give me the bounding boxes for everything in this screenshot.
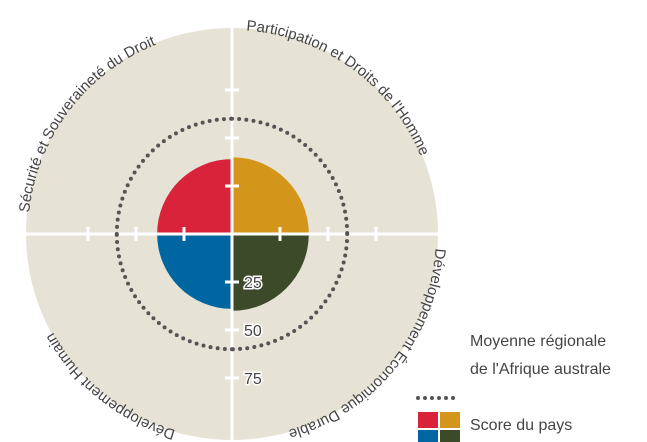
score-wedge — [232, 234, 309, 311]
legend-swatch — [418, 412, 438, 428]
legend-score: Score du pays — [470, 417, 573, 434]
tick-label: 50 — [244, 323, 262, 340]
score-wedge — [157, 234, 232, 309]
legend-swatch — [440, 412, 460, 428]
tick-label: 25 — [244, 275, 262, 292]
score-wedge — [157, 159, 232, 234]
legend-average: Moyenne régionale de l'Afrique australe — [470, 333, 611, 378]
tick-label: 75 — [244, 371, 262, 388]
legend-swatch — [418, 430, 438, 442]
score-wedge — [232, 157, 309, 234]
legend-swatch — [440, 430, 460, 442]
